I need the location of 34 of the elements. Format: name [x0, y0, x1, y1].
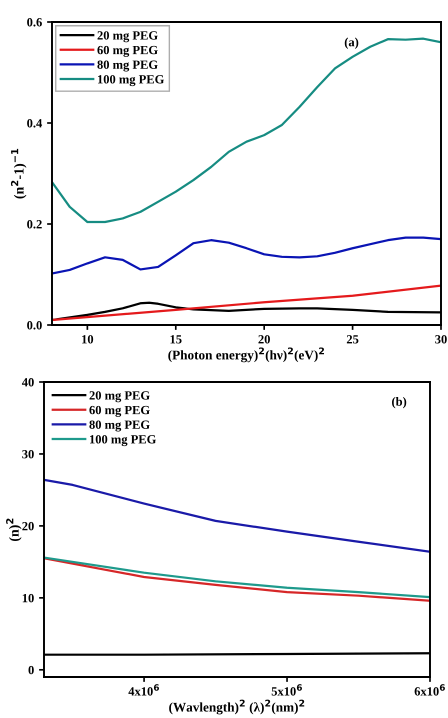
y-tick-label: 0.2	[27, 220, 42, 229]
legend-label: 100 mg PEG	[90, 435, 156, 446]
y-tick-label: 0	[28, 666, 34, 674]
x-axis-title: (Photon energy)$^{2}$(hν)$^{2}$(eV)$^{2}$	[168, 347, 324, 362]
legend-label: 80 mg PEG	[97, 60, 158, 72]
line-series	[52, 236, 441, 275]
x-tick-label: 5x10$^{6}$	[272, 684, 302, 696]
x-tick-label: 20	[258, 335, 270, 344]
x-tick-label: 30	[435, 335, 447, 344]
line-series	[44, 478, 430, 553]
line-series	[52, 284, 441, 322]
legend-label: 100 mg PEG	[98, 75, 164, 86]
y-tick-label: 40	[22, 378, 34, 386]
x-axis-title: (Wavlength)$^{2}$ (λ)$^{2}$(nm)$^{2}$	[169, 700, 304, 714]
legend-label: 80 mg PEG	[89, 420, 150, 432]
legend-label: 20 mg PEG	[98, 31, 158, 42]
y-tick-label: 0.4	[27, 119, 42, 128]
y-tick-label: 10	[22, 594, 34, 602]
annotation: (b)	[392, 396, 406, 408]
y-tick-label: 0.0	[27, 321, 42, 330]
x-tick-label: 15	[170, 335, 182, 344]
legend-label: 60 mg PEG	[89, 406, 150, 417]
y-tick-label: 0.6	[27, 18, 42, 27]
legend-label: 60 mg PEG	[97, 46, 158, 57]
x-tick-label: 6x10$^{6}$	[414, 684, 445, 696]
x-tick-label: 25	[346, 335, 358, 344]
y-axis-title: (n$^{2}$-1)$^{−1}$	[10, 148, 26, 199]
x-tick-label: 4x10$^{6}$	[128, 684, 159, 696]
y-tick-label: 20	[22, 522, 34, 530]
y-axis-title: (n)$^{2}$	[6, 518, 22, 542]
x-tick-label: 10	[82, 335, 94, 344]
annotation: (a)	[344, 38, 358, 49]
y-tick-label: 30	[22, 450, 34, 458]
legend-label: 20 mg PEG	[90, 391, 150, 402]
